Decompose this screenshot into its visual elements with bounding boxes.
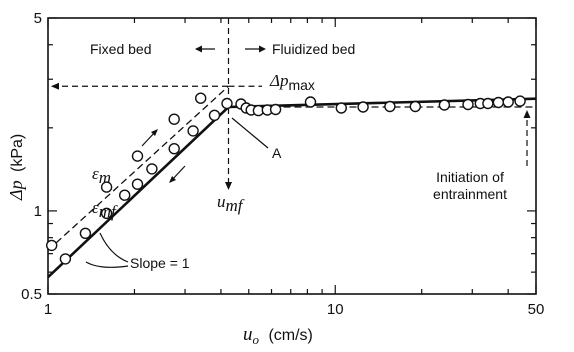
data-point [79, 227, 92, 240]
dp-max-label: Δpmax [269, 71, 315, 93]
ascending-arrowhead [151, 129, 158, 136]
data-point [208, 109, 221, 122]
data-point [438, 99, 451, 111]
data-point [131, 178, 144, 190]
dp-max-arrowhead-left [51, 82, 59, 90]
x-axis-label: uo (cm/s) [243, 324, 313, 348]
entrainment-label-line1: Initiation of [436, 169, 504, 185]
umf-label: umf [217, 192, 245, 215]
data-point [409, 100, 421, 113]
fixed-bed-arrowhead [195, 45, 202, 53]
data-point [514, 95, 526, 107]
data-point [384, 100, 396, 113]
data-point [335, 102, 347, 114]
slope-label: Slope = 1 [130, 255, 190, 271]
data-point [357, 101, 369, 113]
fit-line-dashed [47, 85, 229, 251]
axis-ticks [47, 17, 537, 295]
fluidized-bed-arrowhead [259, 45, 266, 53]
fixed-bed-label: Fixed bed [90, 41, 151, 57]
plot-frame [47, 17, 537, 295]
data-point [59, 253, 72, 265]
data-point [194, 92, 207, 104]
data-point [502, 96, 514, 108]
data-point [100, 181, 113, 193]
x-tick-label: 1 [44, 301, 52, 318]
point-a-label: A [272, 145, 282, 161]
eps-m-label: εm [92, 164, 111, 187]
data-point [482, 97, 494, 110]
y-tick-label: 5 [34, 10, 42, 27]
point-a-pointer [231, 117, 269, 149]
y-axis-label: Δp (kPa) [6, 134, 26, 201]
descending-arrowhead [169, 176, 176, 183]
data-point [46, 239, 58, 252]
data-point [304, 96, 317, 108]
data-point [131, 150, 144, 162]
data-point [269, 103, 282, 116]
data-point [146, 163, 158, 175]
data-point [221, 97, 233, 110]
data-point [168, 142, 180, 155]
y-tick-label: 1 [34, 203, 42, 220]
slope-pointer-upper [99, 232, 129, 263]
axis-tick-labels: 1 10 500.515 [21, 10, 544, 318]
data-points [46, 92, 526, 265]
umf-arrowhead [224, 182, 232, 190]
fluidized-bed-label: Fluidized bed [272, 41, 355, 57]
y-tick-label: 0.5 [21, 286, 42, 303]
data-point [492, 96, 505, 109]
x-tick-label: 50 [528, 301, 545, 318]
data-point [187, 125, 199, 137]
eps-mf-label: εmf [92, 198, 118, 221]
data-point [168, 113, 180, 125]
data-point [118, 189, 131, 201]
x-tick-label: 10 [327, 301, 344, 318]
data-point [462, 98, 474, 111]
entrainment-arrowhead [523, 110, 531, 118]
data-point [100, 207, 113, 220]
slope-pointer-lower [85, 261, 129, 268]
entrainment-label-line2: entrainment [433, 186, 507, 202]
